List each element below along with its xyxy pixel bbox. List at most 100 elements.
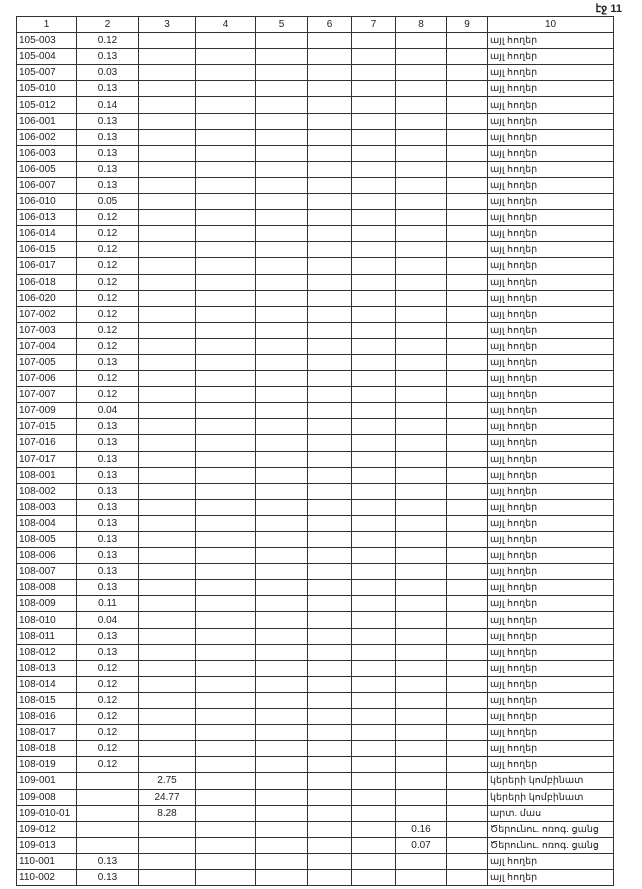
table-cell: 0.12 [76,32,139,50]
table-cell [351,611,396,629]
table-row: 108-002 0.13 այլ հողեր [16,482,614,500]
table-cell [195,659,256,677]
table-cell [446,611,488,629]
table-cell: 108-017 [16,724,77,742]
table-cell [138,530,196,549]
table-cell [351,788,396,806]
table-cell: այլ հողեր [487,595,614,613]
land-table: 1 2 3 4 5 6 7 8 9 10 105-003 0.12 այլ հողեր 105-004 0.… [16,15,614,887]
table-cell [446,820,488,838]
table-cell: 106-018 [16,273,77,291]
table-cell [351,144,396,162]
table-cell [307,530,352,549]
table-cell [255,96,308,114]
table-cell: այլ հողեր [487,225,614,243]
table-cell: այլ հողեր [487,48,614,66]
table-row: 108-005 0.13 այլ հողեր [16,530,614,549]
table-cell [395,466,447,484]
table-cell [138,193,196,211]
table-cell: 106-003 [16,144,77,162]
table-row: 107-016 0.13 այլ հողեր [16,434,614,452]
column-header: 1 [16,15,77,34]
table-cell [307,386,352,404]
table-cell: 105-003 [16,32,77,50]
table-cell [395,176,447,195]
table-cell [255,530,308,549]
table-cell [255,273,308,291]
table-cell [138,547,196,565]
table-cell: 108-008 [16,579,77,597]
table-cell [446,788,488,806]
table-cell [195,160,256,178]
table-cell: այլ հողեր [487,579,614,597]
table-cell [138,241,196,259]
table-cell [351,337,396,355]
table-cell [446,627,488,645]
table-row: 110-001 0.13 այլ հողեր [16,852,614,870]
table-cell: այլ հողեր [487,643,614,661]
table-cell [395,241,447,259]
table-cell [307,643,352,661]
table-cell [446,836,488,854]
table-cell [255,418,308,436]
table-cell [307,724,352,742]
table-cell: 0.13 [76,160,139,178]
table-cell [195,96,256,114]
table-cell [351,691,396,710]
table-cell [255,675,308,693]
table-row: 106-018 0.12 այլ հողեր [16,273,614,291]
table-cell [138,675,196,693]
table-cell: 108-014 [16,675,77,693]
table-cell [395,80,447,98]
table-cell [446,482,488,500]
table-cell [395,386,447,404]
table-cell: 0.12 [76,675,139,693]
table-cell [351,64,396,82]
table-cell [307,852,352,870]
table-cell [255,144,308,162]
table-cell [446,64,488,82]
table-cell: 108-003 [16,498,77,516]
table-cell: այլ հողեր [487,691,614,710]
table-cell [307,563,352,581]
table-row: 106-010 0.05 այլ հողեր [16,193,614,211]
table-cell: այլ հողեր [487,193,614,211]
column-header: 9 [446,15,488,34]
table-cell [195,418,256,436]
table-cell [255,788,308,806]
table-row: 107-006 0.12 այլ հողեր [16,370,614,388]
table-row: 108-019 0.12 այլ հողեր [16,756,614,774]
table-cell: 105-007 [16,64,77,82]
table-cell [395,482,447,500]
table-cell [76,836,139,854]
table-cell [195,144,256,162]
table-cell: 0.03 [76,64,139,82]
table-cell: այլ հողեր [487,241,614,259]
table-cell [307,756,352,774]
table-cell [138,305,196,323]
table-cell [395,756,447,774]
table-cell [255,305,308,323]
table-cell [395,450,447,468]
table-row: 106-014 0.12 այլ հողեր [16,225,614,243]
table-row: 110-002 0.13 այլ հողեր [16,868,614,887]
table-cell [351,659,396,677]
table-cell [255,579,308,597]
table-row: 107-015 0.13 այլ հողեր [16,418,614,436]
table-cell [307,804,352,822]
column-header: 2 [76,15,139,34]
table-cell [395,852,447,870]
table-cell: Ծերունու. ոռոգ. ցանց [487,836,614,854]
table-cell: 0.12 [76,659,139,677]
table-cell: 0.12 [76,289,139,307]
table-cell [138,64,196,82]
table-cell [351,852,396,870]
table-row: 107-009 0.04 այլ հողեր [16,402,614,420]
table-cell [446,353,488,372]
table-cell: 109-001 [16,772,77,790]
table-cell [351,193,396,211]
table-cell: 0.12 [76,370,139,388]
table-cell [395,724,447,742]
table-cell [195,305,256,323]
table-cell: 106-001 [16,112,77,130]
